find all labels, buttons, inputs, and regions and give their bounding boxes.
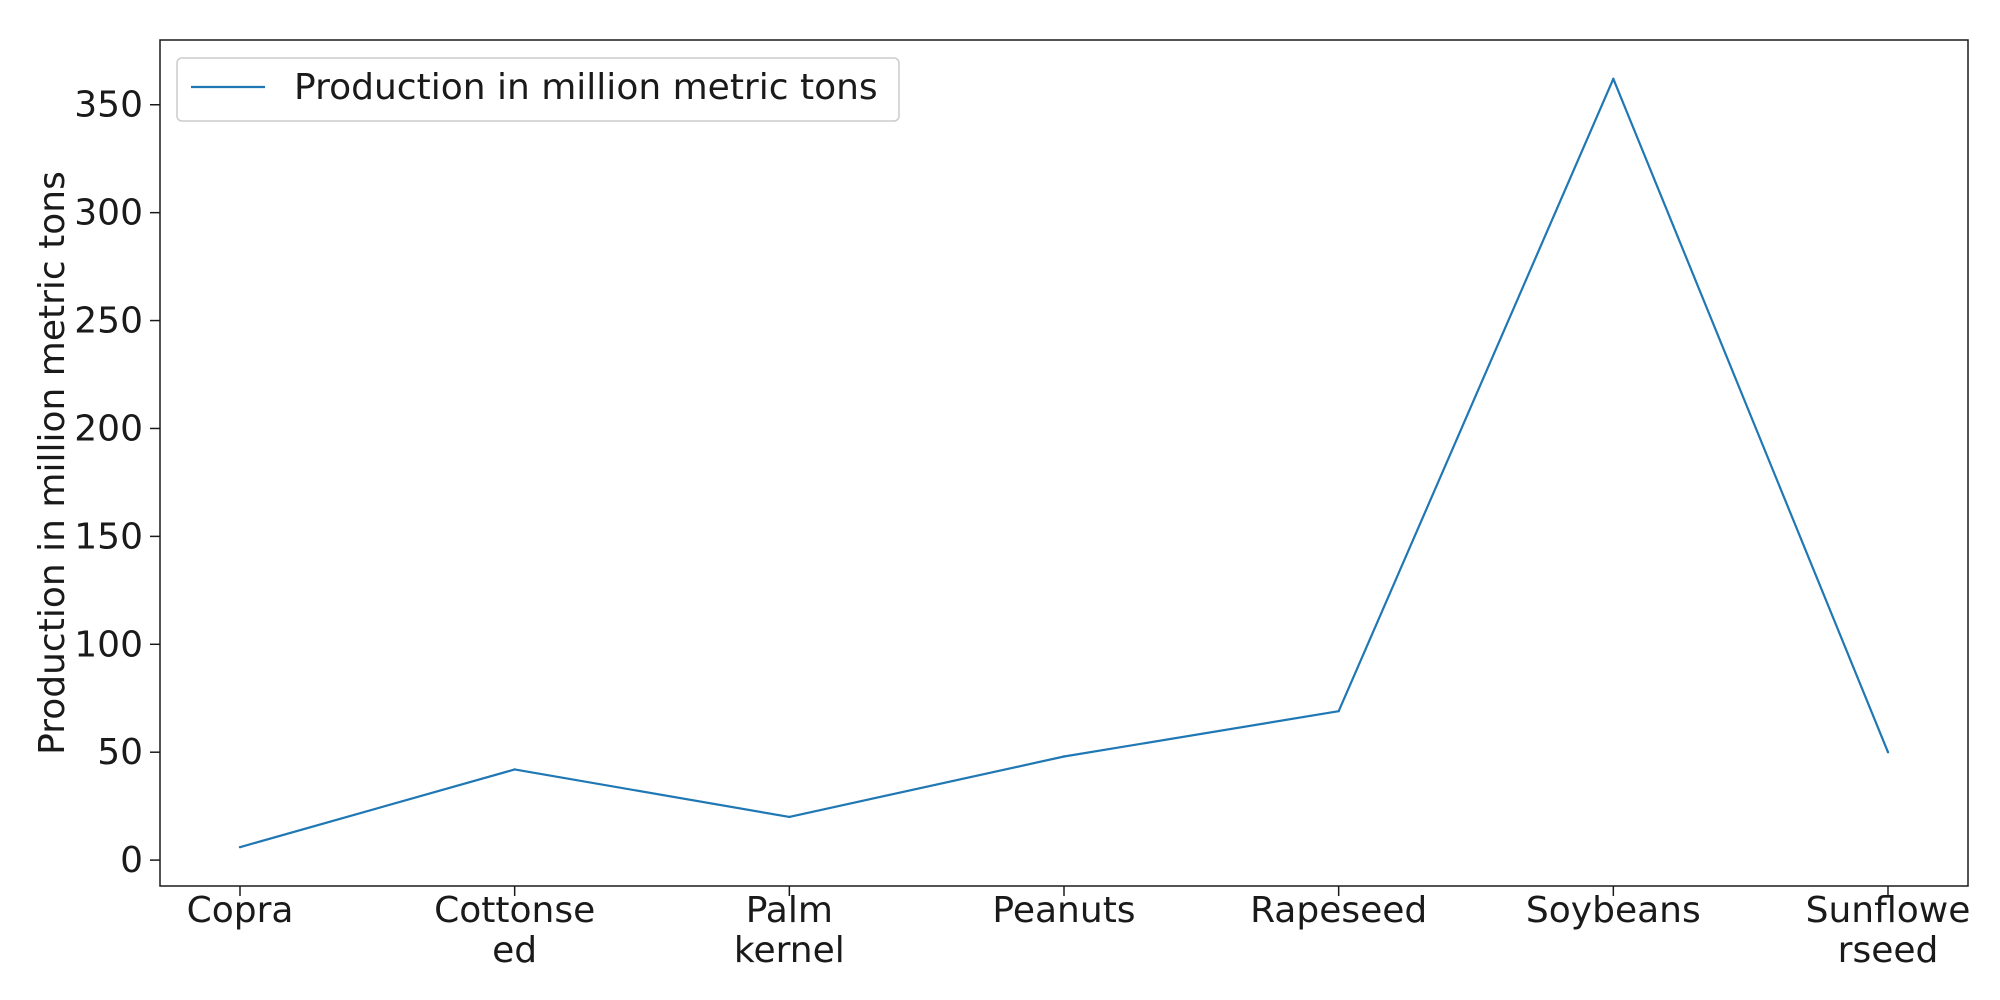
y-tick-label: 150 <box>74 516 143 557</box>
y-tick-label: 200 <box>74 408 143 449</box>
x-tick-label: Rapeseed <box>1250 890 1427 931</box>
x-tick-label: Soybeans <box>1526 890 1701 931</box>
y-axis: 0 50 100 150 200 250 300 350 <box>74 85 160 881</box>
x-tick-label-line: ed <box>492 930 537 971</box>
x-tick-label-line: Rapeseed <box>1250 890 1427 931</box>
x-tick-label-line: rseed <box>1838 930 1939 971</box>
x-tick-label-line: Sunflowe <box>1806 890 1971 931</box>
data-point <box>788 815 791 819</box>
y-axis-title: Production in million metric tons <box>32 171 73 755</box>
x-axis: Copra Cottonse ed Palm kernel Peanuts Rapeseed… <box>187 886 1971 971</box>
data-point <box>1886 750 1890 754</box>
legend: Production in million metric tons <box>176 57 900 122</box>
y-tick-label: 50 <box>97 732 143 773</box>
x-tick-label: Sunflowe rseed <box>1806 890 1971 971</box>
y-tick-label: 350 <box>74 85 143 126</box>
x-tick-label-line: Palm <box>746 890 833 931</box>
x-tick-label-line: Soybeans <box>1526 890 1701 931</box>
data-point <box>513 768 516 771</box>
x-tick-label-line: kernel <box>734 930 845 971</box>
x-tick-label-line: Copra <box>187 890 294 931</box>
legend-box <box>176 57 900 122</box>
data-point <box>1612 77 1615 81</box>
x-tick-label: Cottonse ed <box>434 890 595 971</box>
data-point <box>238 845 242 849</box>
x-tick-label-line: Peanuts <box>992 890 1135 931</box>
data-point <box>1337 709 1340 713</box>
x-tick-label: Palm kernel <box>734 890 845 971</box>
data-point <box>1062 755 1066 758</box>
x-tick-label: Peanuts <box>992 890 1135 931</box>
series-line <box>239 77 1890 849</box>
legend-label: Production in million metric tons <box>294 67 878 108</box>
y-tick-label: 250 <box>74 301 143 342</box>
y-tick-label: 300 <box>74 193 143 234</box>
plot-frame <box>159 39 1969 887</box>
y-tick-label: 100 <box>74 624 143 665</box>
series-lines <box>238 77 1890 849</box>
x-tick-label: Copra <box>187 890 294 931</box>
y-tick-label: 0 <box>120 840 143 881</box>
x-tick-label-line: Cottonse <box>434 890 595 931</box>
